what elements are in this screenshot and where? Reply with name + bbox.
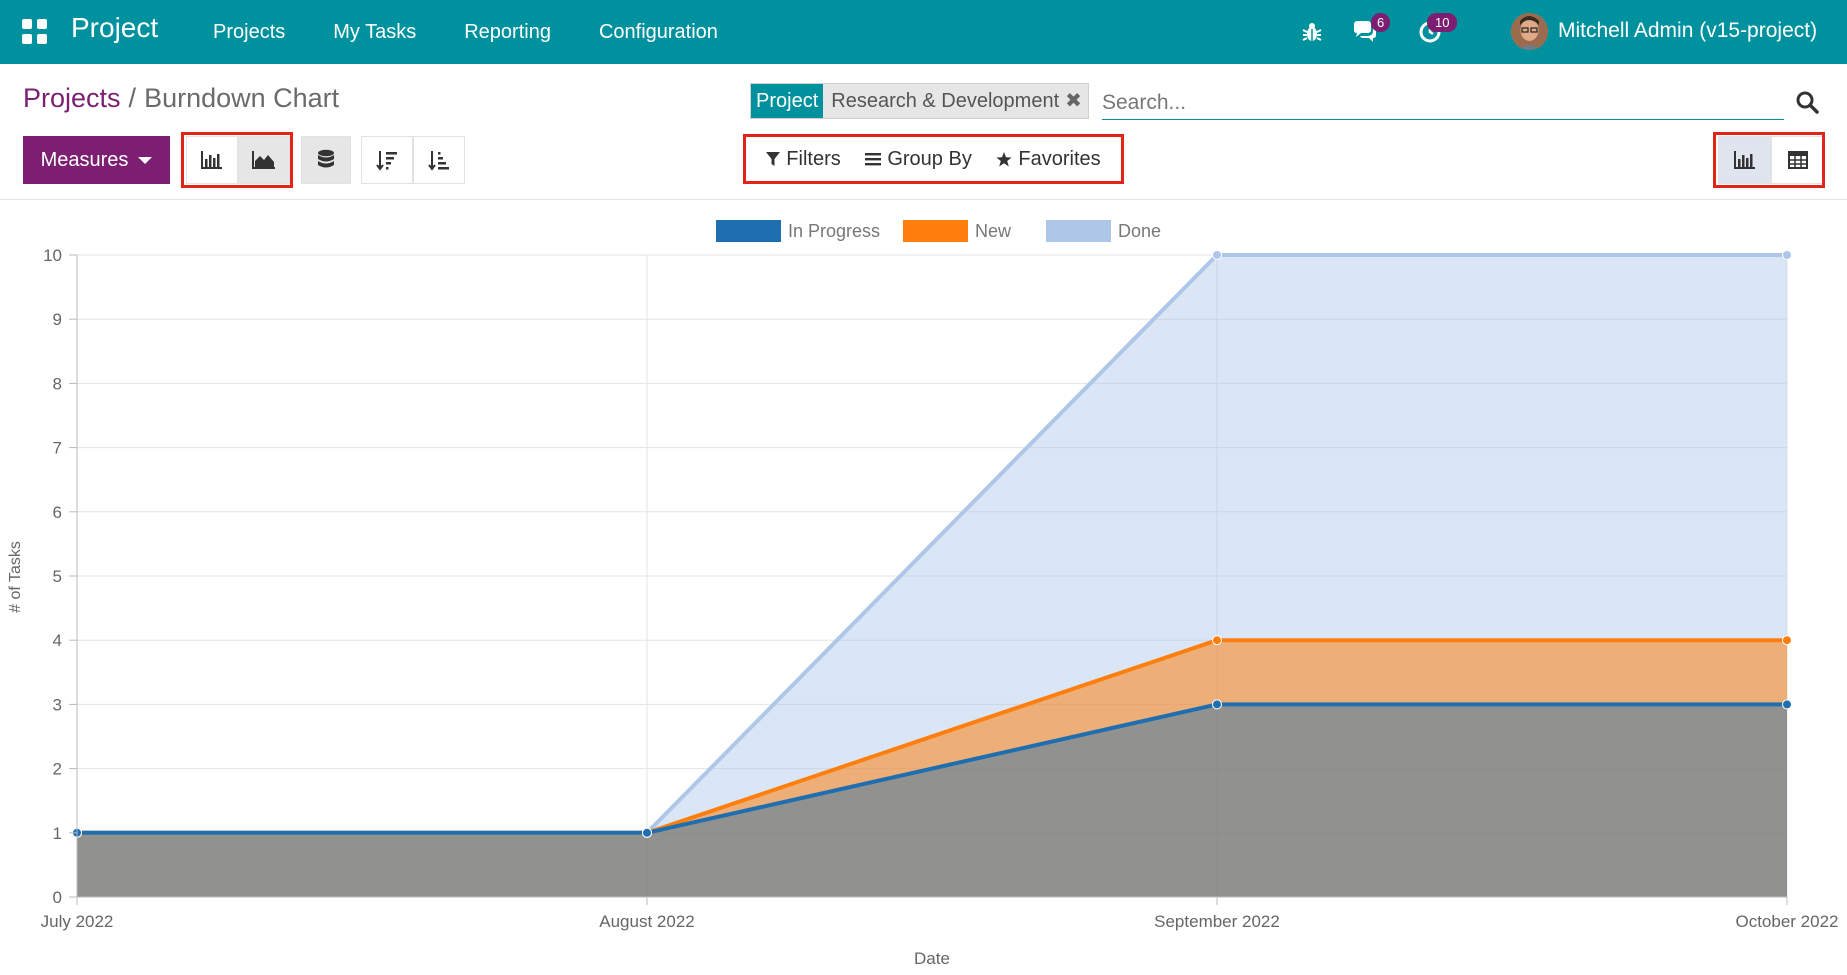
search-icon[interactable] [1795, 90, 1819, 114]
area-chart-button[interactable] [238, 136, 290, 184]
star-icon [996, 151, 1013, 166]
point-done [1782, 250, 1792, 260]
bar-chart-button[interactable] [186, 136, 238, 184]
legend-label: Done [1118, 221, 1161, 241]
measures-label: Measures [40, 148, 129, 171]
x-tick-label: October 2022 [1735, 912, 1838, 931]
y-tick-label: 3 [53, 695, 62, 714]
x-tick-label: August 2022 [599, 912, 694, 931]
filter-icon [766, 151, 781, 166]
search-input[interactable] [1102, 86, 1784, 120]
favorites-button[interactable]: Favorites [996, 147, 1101, 171]
apps-menu-icon[interactable] [22, 19, 47, 44]
y-tick-label: 0 [53, 888, 62, 907]
burndown-chart: In Progress New Done 0 1 2 3 4 5 6 7 8 9 10 July 2022… [7, 220, 1839, 968]
pivot-view-icon [1787, 151, 1808, 169]
sort-descending-button[interactable] [361, 136, 413, 184]
legend-swatch [1046, 220, 1111, 242]
area-in-progress [77, 704, 1787, 897]
y-tick-label: 8 [53, 374, 62, 393]
facet-value-text: Research & Development [831, 90, 1060, 112]
search-options-bar: Filters Group By Favorites [746, 137, 1121, 181]
y-tick-label: 5 [53, 567, 62, 586]
line-in-progress [77, 702, 1787, 835]
caret-down-icon [138, 156, 153, 164]
breadcrumb: Projects / Burndown Chart [23, 83, 339, 114]
app-name[interactable]: Project [71, 12, 159, 43]
legend-label: New [975, 221, 1012, 241]
sort-ascending-icon [428, 151, 449, 171]
sort-descending-icon [376, 151, 397, 171]
menu-reporting[interactable]: Reporting [464, 20, 551, 43]
legend-swatch [903, 220, 968, 242]
y-axis-label: # of Tasks [7, 541, 24, 613]
view-switcher [1718, 136, 1824, 184]
user-name[interactable]: Mitchell Admin (v15-project) [1558, 19, 1818, 42]
sort-group [361, 136, 465, 184]
y-tick-label: 9 [53, 310, 62, 329]
y-tick-label: 4 [53, 631, 62, 650]
user-avatar[interactable] [1511, 13, 1548, 50]
point-new [1782, 635, 1792, 646]
bar-chart-icon [201, 151, 222, 169]
point-in-progress [1212, 699, 1222, 710]
chart-type-group [186, 136, 290, 184]
point-in-progress [642, 827, 652, 838]
search-bar: Project Research & Development ✖ [750, 82, 1790, 122]
breadcrumb-separator: / [128, 83, 137, 113]
point-done [1212, 250, 1222, 260]
database-icon [318, 149, 334, 168]
filters-button[interactable]: Filters [766, 147, 841, 171]
graph-view-button[interactable] [1718, 136, 1771, 184]
legend-label: In Progress [788, 221, 880, 241]
search-facet: Project Research & Development ✖ [750, 83, 1089, 119]
favorites-label: Favorites [1018, 147, 1101, 170]
area-chart-icon [252, 151, 275, 169]
page-title: Burndown Chart [144, 83, 340, 113]
y-tick-label: 2 [53, 760, 62, 779]
x-axis-label: Date [914, 949, 950, 968]
chart-legend: In Progress New Done [716, 220, 1161, 242]
menu-my-tasks[interactable]: My Tasks [333, 20, 417, 43]
stacked-button[interactable] [301, 136, 351, 184]
group-by-button[interactable]: Group By [865, 147, 972, 171]
point-new [1212, 635, 1222, 646]
measures-button[interactable]: Measures [23, 136, 170, 184]
legend-item-in-progress[interactable]: In Progress [716, 220, 880, 242]
debug-bug-icon[interactable] [1300, 20, 1324, 44]
menu-configuration[interactable]: Configuration [598, 20, 718, 43]
pivot-view-button[interactable] [1771, 136, 1824, 184]
messages-count-badge: 6 [1371, 13, 1391, 32]
facet-label: Project [751, 84, 824, 118]
chart-lines [77, 253, 1787, 835]
y-tick-label: 6 [53, 503, 62, 522]
activities-count-badge: 10 [1427, 13, 1458, 32]
x-tick-label: September 2022 [1154, 912, 1280, 931]
chart-axes: 0 1 2 3 4 5 6 7 8 9 10 July 2022 August 2022 Septembe… [41, 246, 1839, 931]
facet-value: Research & Development ✖ [823, 84, 1088, 118]
filters-label: Filters [786, 147, 841, 170]
x-tick-label: July 2022 [41, 912, 114, 931]
y-tick-label: 7 [53, 439, 62, 458]
legend-item-done[interactable]: Done [1046, 220, 1161, 242]
control-panel-divider [0, 199, 1847, 200]
breadcrumb-projects-link[interactable]: Projects [23, 83, 121, 113]
point-in-progress [1782, 699, 1792, 710]
main-menu: Projects My Tasks Reporting Configuratio… [213, 0, 766, 64]
facet-remove-icon[interactable]: ✖ [1065, 90, 1082, 112]
y-tick-label: 1 [53, 824, 62, 843]
menu-projects[interactable]: Projects [213, 20, 286, 43]
legend-swatch [716, 220, 781, 242]
messages-icon[interactable] [1352, 20, 1378, 44]
sort-ascending-button[interactable] [413, 136, 465, 184]
group-by-label: Group By [887, 147, 972, 170]
y-tick-label: 10 [43, 246, 62, 265]
legend-item-new[interactable]: New [903, 220, 1012, 242]
stacked-toggle-group [301, 136, 351, 184]
bars-icon [865, 153, 882, 166]
graph-view-icon [1733, 151, 1755, 169]
chart-points [72, 250, 1792, 838]
